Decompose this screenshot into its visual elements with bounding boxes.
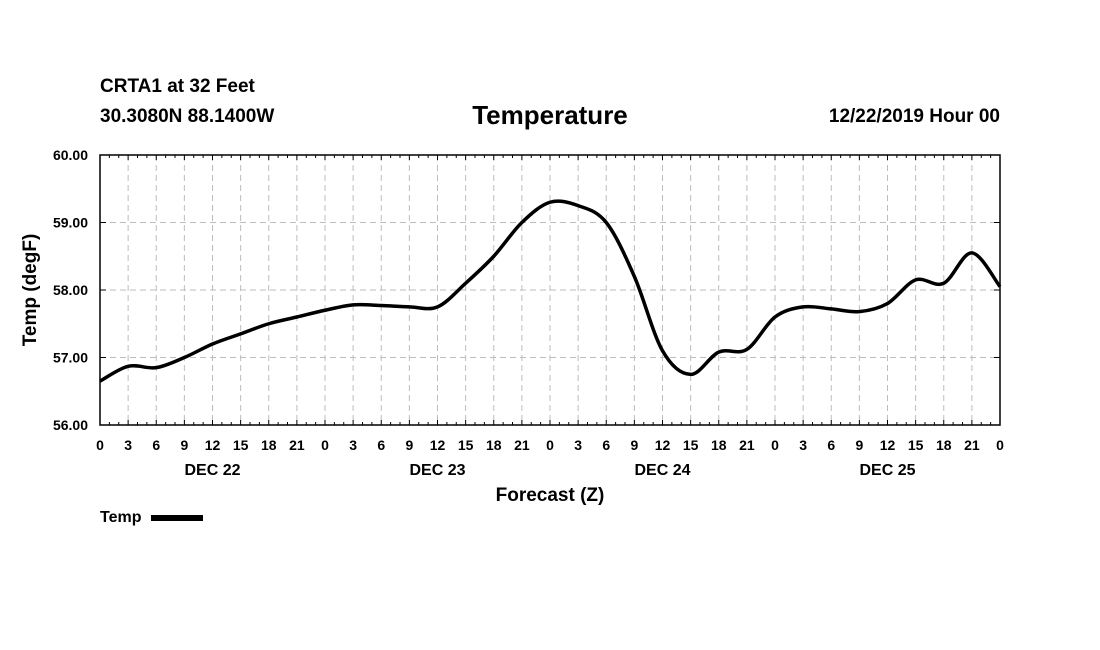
x-tick-label: 3 xyxy=(349,437,357,453)
day-label: DEC 22 xyxy=(184,462,240,479)
y-axis-title: Temp (degF) xyxy=(20,234,41,347)
legend: Temp xyxy=(100,509,204,527)
x-tick-label: 0 xyxy=(96,437,104,453)
x-tick-label: 18 xyxy=(936,437,952,453)
x-tick-label: 6 xyxy=(602,437,610,453)
x-tick-label: 15 xyxy=(683,437,699,453)
x-tick-label: 0 xyxy=(546,437,554,453)
x-tick-label: 15 xyxy=(908,437,924,453)
chart-title: Temperature xyxy=(472,100,628,130)
x-tick-label: 0 xyxy=(771,437,779,453)
datetime-label: 12/22/2019 Hour 00 xyxy=(828,106,1000,127)
x-tick-label: 12 xyxy=(880,437,896,453)
legend-label: Temp xyxy=(100,509,142,526)
x-tick-label: 0 xyxy=(321,437,329,453)
y-tick-label: 57.00 xyxy=(53,350,88,366)
y-tick-label: 59.00 xyxy=(53,215,88,231)
x-tick-label: 18 xyxy=(486,437,502,453)
series-line-temp xyxy=(99,199,1002,383)
y-tick-label: 60.00 xyxy=(53,147,88,163)
y-tick-label: 56.00 xyxy=(53,417,88,433)
station-label: CRTA1 at 32 Feet xyxy=(100,76,255,97)
x-tick-label: 18 xyxy=(711,437,727,453)
x-tick-label: 21 xyxy=(739,437,755,453)
x-tick-label: 3 xyxy=(574,437,582,453)
x-tick-label: 15 xyxy=(458,437,474,453)
x-tick-label: 21 xyxy=(289,437,305,453)
day-label: DEC 25 xyxy=(859,462,915,479)
day-label: DEC 24 xyxy=(634,462,690,479)
x-tick-label: 18 xyxy=(261,437,277,453)
coordinates-label: 30.3080N 88.1400W xyxy=(100,106,275,127)
x-tick-label: 0 xyxy=(996,437,1004,453)
x-tick-label: 9 xyxy=(855,437,863,453)
x-tick-label: 6 xyxy=(152,437,160,453)
x-tick-label: 12 xyxy=(205,437,221,453)
x-tick-label: 6 xyxy=(377,437,385,453)
x-tick-label: 6 xyxy=(827,437,835,453)
x-tick-label: 15 xyxy=(233,437,249,453)
x-tick-label: 21 xyxy=(964,437,980,453)
x-tick-label: 3 xyxy=(799,437,807,453)
y-tick-label: 58.00 xyxy=(53,282,88,298)
x-tick-label: 9 xyxy=(405,437,413,453)
x-tick-label: 12 xyxy=(655,437,671,453)
day-label: DEC 23 xyxy=(409,462,465,479)
x-tick-label: 9 xyxy=(180,437,188,453)
x-tick-label: 21 xyxy=(514,437,530,453)
plot-frame xyxy=(99,154,1001,426)
legend-line-swatch xyxy=(151,515,204,521)
x-axis-title: Forecast (Z) xyxy=(496,485,605,506)
x-tick-label: 12 xyxy=(430,437,446,453)
x-tick-label: 3 xyxy=(124,437,132,453)
x-tick-label: 9 xyxy=(630,437,638,453)
